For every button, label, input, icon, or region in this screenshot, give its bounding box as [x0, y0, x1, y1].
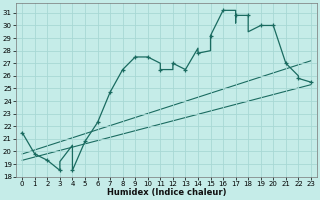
- X-axis label: Humidex (Indice chaleur): Humidex (Indice chaleur): [107, 188, 226, 197]
